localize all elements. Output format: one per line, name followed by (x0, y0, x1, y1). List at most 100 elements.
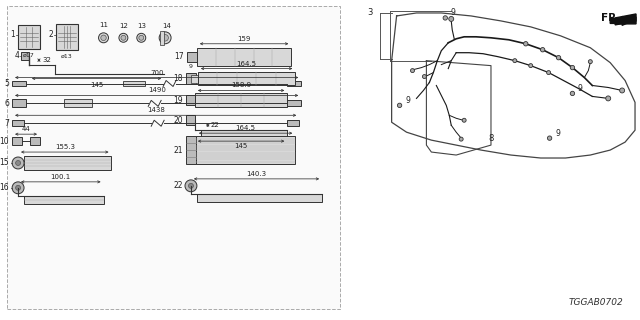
Bar (12, 100, 26, 107)
Text: 164.5: 164.5 (236, 125, 255, 131)
Text: 700: 700 (150, 69, 163, 76)
Circle shape (15, 161, 20, 165)
Text: 159: 159 (237, 36, 251, 42)
Bar (287, 81, 301, 86)
Bar (186, 95, 195, 105)
Text: 18: 18 (173, 74, 183, 83)
Circle shape (540, 48, 545, 52)
Text: 14: 14 (163, 23, 172, 29)
Text: FR.: FR. (601, 13, 621, 23)
Bar (201, 130, 287, 138)
Text: 4: 4 (14, 51, 19, 60)
Circle shape (588, 60, 592, 64)
Text: 15: 15 (0, 158, 9, 167)
Text: 1490: 1490 (148, 87, 166, 93)
Bar (7, 6, 340, 309)
Circle shape (185, 180, 197, 192)
Bar (287, 100, 301, 106)
Circle shape (162, 35, 168, 41)
Bar (186, 115, 195, 125)
Text: 8: 8 (488, 134, 493, 143)
Text: 10: 10 (0, 137, 9, 146)
Bar (196, 136, 295, 164)
Text: 1438: 1438 (147, 107, 164, 113)
Bar (186, 136, 196, 164)
Text: 100.1: 100.1 (51, 174, 71, 180)
Text: 145: 145 (234, 143, 248, 149)
Bar (208, 100, 230, 106)
Circle shape (99, 33, 109, 43)
Bar (124, 81, 145, 86)
Text: 20: 20 (173, 116, 183, 125)
Circle shape (605, 96, 611, 101)
Text: 13: 13 (137, 23, 146, 29)
Bar (287, 120, 300, 126)
Text: 6: 6 (4, 99, 9, 108)
Text: 140.3: 140.3 (246, 171, 267, 177)
Circle shape (137, 33, 146, 42)
Circle shape (570, 91, 575, 96)
Text: 22: 22 (173, 181, 183, 190)
Bar (24, 156, 111, 170)
Text: 155.3: 155.3 (55, 144, 75, 150)
Circle shape (449, 16, 454, 21)
Circle shape (139, 35, 144, 40)
Text: 9: 9 (555, 129, 560, 138)
Circle shape (547, 136, 552, 140)
Circle shape (119, 33, 128, 42)
Text: 22: 22 (211, 122, 220, 128)
Text: 5: 5 (4, 79, 9, 88)
Bar (186, 73, 196, 84)
FancyArrow shape (610, 16, 632, 25)
Bar (197, 194, 322, 202)
Circle shape (620, 88, 625, 93)
Text: 145: 145 (90, 82, 103, 87)
Circle shape (524, 42, 528, 46)
Bar (12, 137, 22, 145)
Text: 21: 21 (173, 146, 183, 155)
Circle shape (12, 157, 24, 169)
Circle shape (410, 68, 415, 73)
Circle shape (397, 103, 402, 108)
Bar (21, 52, 29, 60)
Text: 158.9: 158.9 (231, 83, 251, 88)
Circle shape (100, 35, 106, 41)
Text: 9: 9 (189, 64, 193, 68)
Bar (198, 72, 295, 85)
Bar (187, 52, 197, 62)
Bar (24, 196, 104, 204)
Text: 16: 16 (0, 183, 9, 192)
Bar (56, 24, 77, 50)
Circle shape (513, 59, 517, 63)
Text: 2: 2 (48, 30, 53, 39)
Text: 19: 19 (173, 96, 183, 105)
Text: 12: 12 (119, 23, 128, 29)
Bar (197, 48, 291, 66)
Polygon shape (615, 17, 636, 24)
Bar (64, 100, 92, 107)
Text: 3: 3 (367, 8, 372, 18)
Text: 9: 9 (405, 96, 410, 105)
Text: 7: 7 (4, 119, 9, 128)
Bar (160, 31, 164, 45)
Circle shape (459, 137, 463, 141)
Circle shape (159, 32, 171, 44)
Bar (195, 93, 287, 107)
Text: ø13: ø13 (61, 54, 72, 59)
Circle shape (121, 35, 126, 40)
Circle shape (422, 75, 426, 78)
Text: 1: 1 (10, 30, 15, 39)
Text: 9: 9 (451, 8, 456, 18)
Circle shape (547, 71, 550, 75)
Circle shape (556, 55, 561, 60)
Bar (30, 137, 40, 145)
Bar (12, 81, 26, 86)
Bar (18, 25, 40, 49)
Text: 164.5: 164.5 (237, 60, 257, 67)
Polygon shape (615, 14, 636, 25)
Circle shape (15, 185, 20, 190)
Circle shape (462, 118, 466, 122)
Bar (12, 120, 24, 126)
Text: 17: 17 (174, 52, 184, 61)
Circle shape (443, 16, 447, 20)
